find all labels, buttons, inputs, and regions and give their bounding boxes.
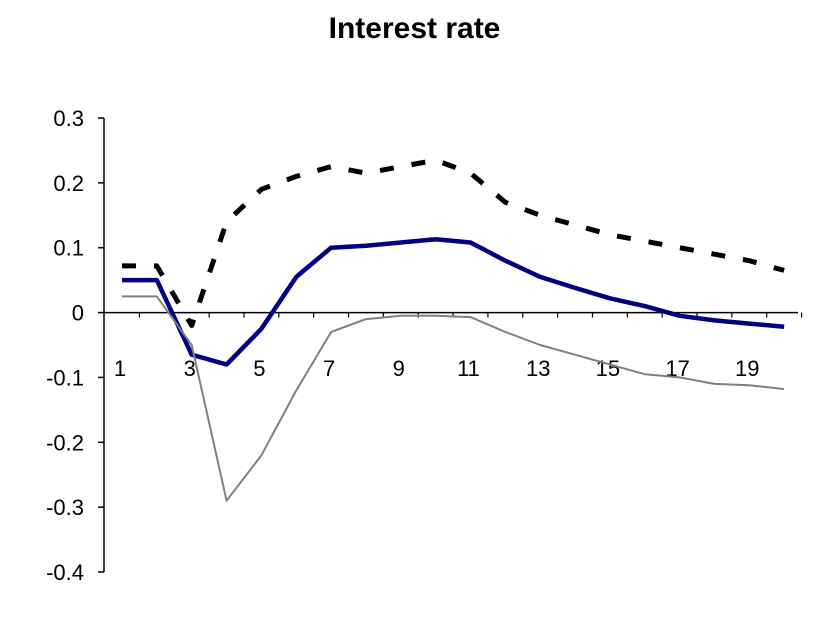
x-tick-label: 9 (393, 356, 405, 381)
series-group (122, 157, 785, 502)
y-tick-label: 0.2 (53, 171, 84, 196)
x-tick-label: 7 (323, 356, 335, 381)
response-line (122, 237, 785, 367)
x-tick-label: 13 (526, 356, 550, 381)
axes (103, 118, 798, 572)
x-tick-label: 11 (457, 356, 480, 381)
x-tick-label: 5 (253, 356, 265, 381)
chart-title: Interest rate (328, 12, 501, 45)
y-tick-label: 0.1 (53, 236, 84, 261)
x-tick-label: 15 (596, 356, 620, 381)
ticks: 0.30.20.10-0.1-0.2-0.3-0.41 3 5 7 9 11 13 15 17 1… (46, 106, 803, 585)
y-tick-label: 0.3 (53, 106, 84, 131)
y-tick-label: -0.2 (46, 430, 84, 455)
y-tick-label: 0 (72, 301, 84, 326)
y-tick-label: -0.3 (46, 495, 84, 520)
x-tick-label: 3 (184, 356, 196, 381)
lower-band-line (122, 295, 785, 502)
y-tick-label: -0.4 (46, 560, 84, 585)
x-tick-label: 19 (735, 356, 759, 381)
x-tick-label: 1 (114, 356, 126, 381)
y-tick-label: -0.1 (46, 365, 84, 390)
upper-band-line (122, 157, 785, 328)
